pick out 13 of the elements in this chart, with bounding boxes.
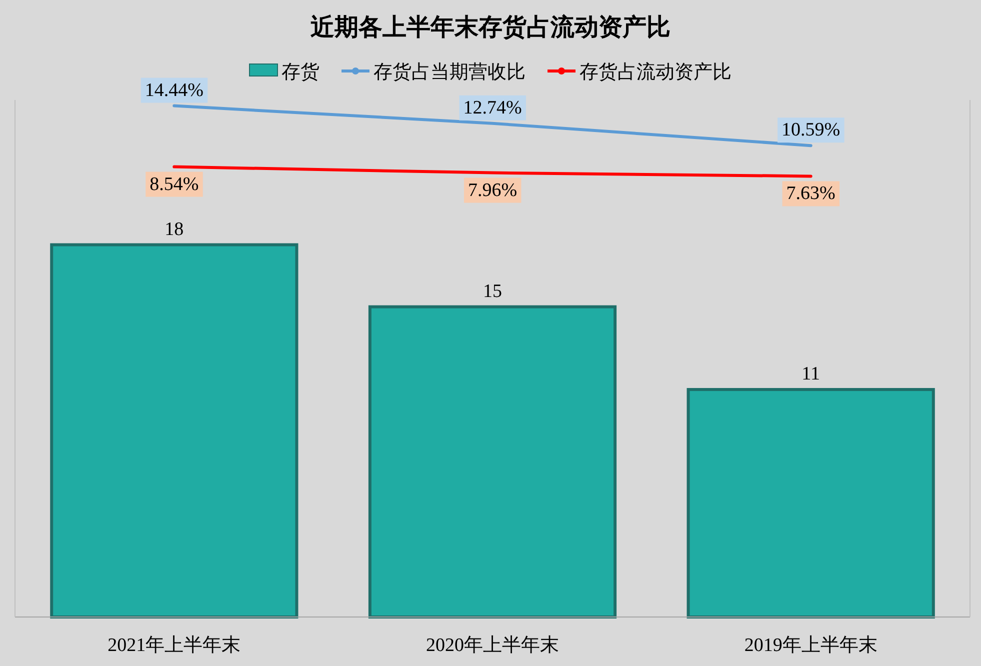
x-tick-label: 2019年上半年末 xyxy=(744,635,878,656)
x-tick-label: 2021年上半年末 xyxy=(108,635,241,656)
data-label: 7.63% xyxy=(786,183,836,204)
data-label: 12.74% xyxy=(463,97,522,118)
data-label: 14.44% xyxy=(144,80,204,101)
data-label: 15 xyxy=(483,280,502,302)
x-tick-label: 2020年上半年末 xyxy=(426,635,559,656)
data-label: 8.54% xyxy=(150,174,199,195)
data-label: 7.96% xyxy=(468,180,518,201)
chart-title: 近期各上半年末存货占流动资产比 xyxy=(310,14,670,41)
data-label: 10.59% xyxy=(782,120,840,141)
data-label: 18 xyxy=(164,218,184,240)
data-label: 11 xyxy=(802,364,820,385)
